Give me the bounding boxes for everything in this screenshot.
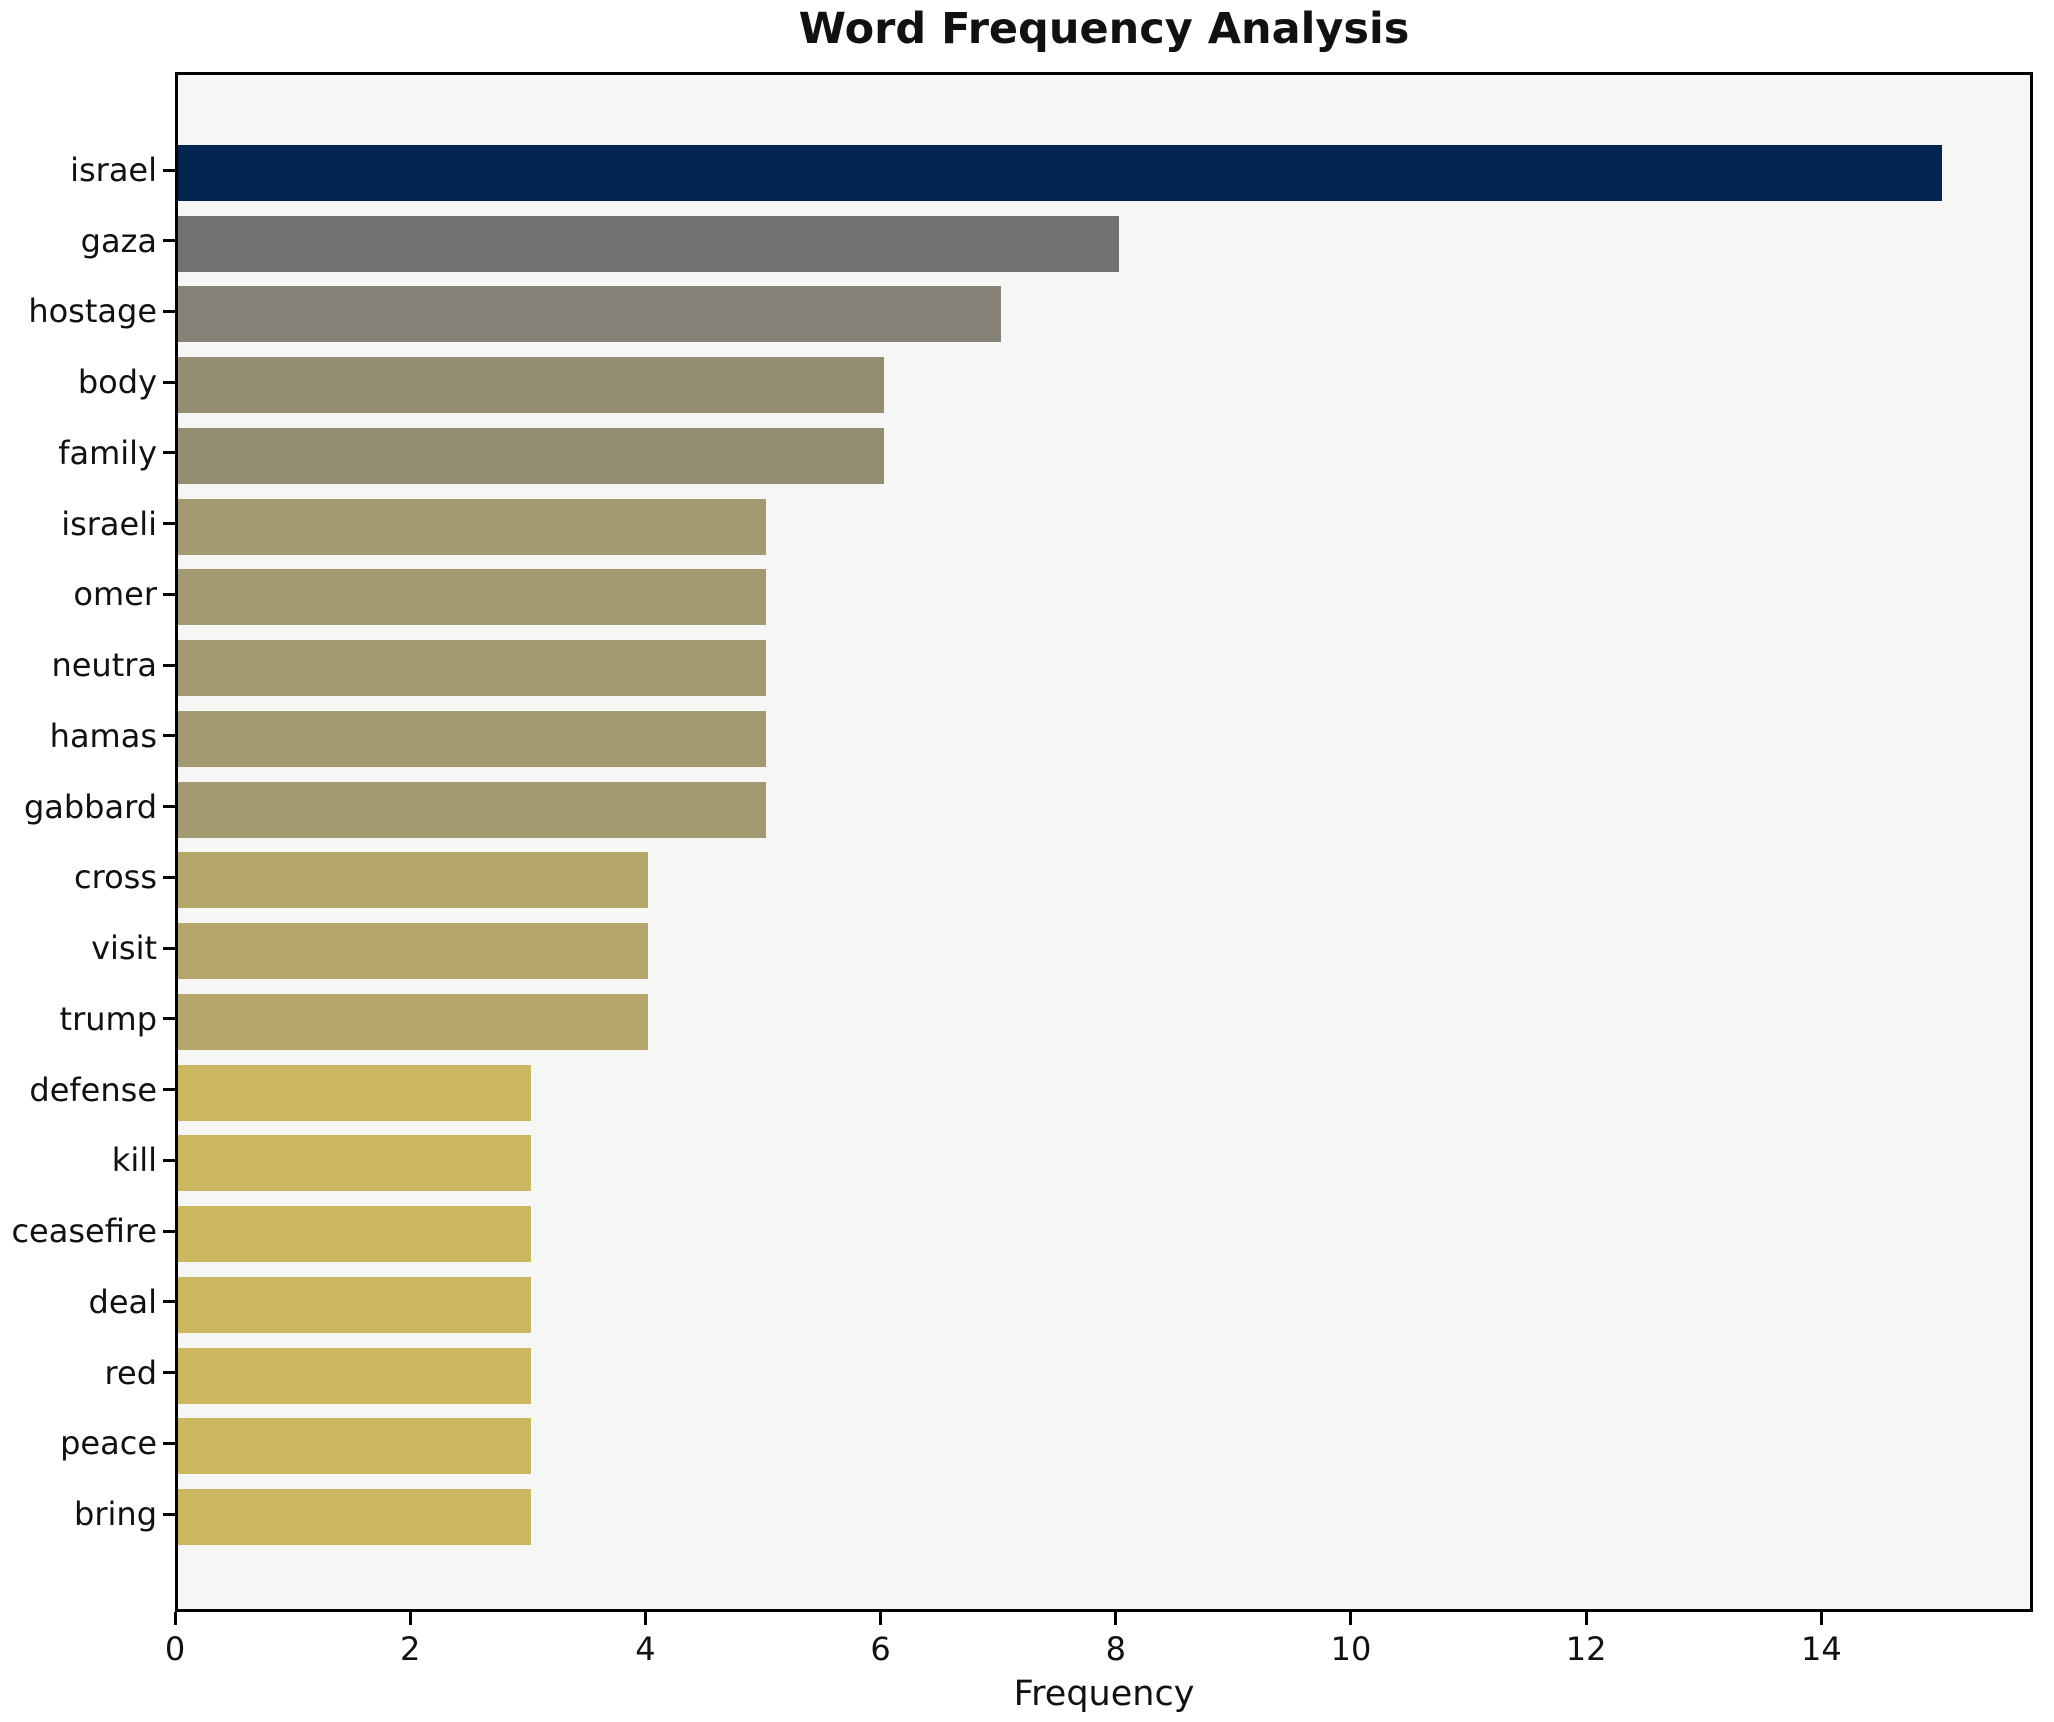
x-tick-label: 8 [1105, 1630, 1126, 1668]
y-tick-mark [163, 451, 175, 455]
y-tick-mark [163, 168, 175, 172]
chart-title: Word Frequency Analysis [798, 4, 1410, 54]
y-tick-label: bring [74, 1495, 157, 1533]
y-tick-label: hostage [28, 292, 157, 331]
bar-defense [178, 1064, 531, 1121]
y-tick-label: defense [29, 1070, 157, 1109]
x-tick-mark [1819, 1612, 1823, 1625]
bar-ceasefire [178, 1206, 531, 1263]
x-tick-label: 14 [1800, 1630, 1842, 1668]
bar-israeli [178, 498, 766, 555]
y-tick-mark [163, 663, 175, 667]
y-tick-label: hamas [49, 716, 157, 755]
x-axis-label: Frequency [1013, 1674, 1195, 1714]
x-tick-mark [879, 1612, 883, 1625]
bar-gaza [178, 215, 1119, 272]
x-tick-label: 12 [1565, 1630, 1607, 1668]
y-tick-mark [163, 1371, 175, 1375]
x-tick-mark [173, 1612, 177, 1625]
bar-neutra [178, 640, 766, 697]
x-tick-label: 6 [870, 1630, 891, 1668]
bar-omer [178, 569, 766, 626]
bar-deal [178, 1276, 531, 1333]
y-tick-label: red [104, 1353, 157, 1392]
bar-bring [178, 1489, 531, 1545]
bar-hamas [178, 710, 766, 767]
y-tick-label: body [77, 363, 157, 402]
y-tick-mark [163, 592, 175, 596]
y-tick-label: omer [73, 575, 157, 614]
x-tick-mark [643, 1612, 647, 1625]
bar-family [178, 427, 884, 484]
x-tick-label: 10 [1330, 1630, 1372, 1668]
y-tick-label: ceasefire [11, 1212, 157, 1251]
y-tick-mark [163, 875, 175, 879]
y-tick-label: family [58, 433, 157, 472]
y-tick-mark [163, 522, 175, 526]
x-tick-label: 2 [400, 1630, 421, 1668]
y-tick-mark [163, 1017, 175, 1021]
y-tick-mark [163, 1229, 175, 1233]
bar-kill [178, 1135, 531, 1192]
y-tick-mark [163, 309, 175, 313]
y-tick-label: israel [70, 151, 157, 189]
bar-red [178, 1347, 531, 1404]
y-tick-label: gaza [80, 221, 157, 260]
bar-israel [178, 145, 1942, 201]
bar-visit [178, 923, 649, 980]
plot-area [175, 72, 2033, 1612]
y-tick-mark [163, 946, 175, 950]
x-tick-mark [408, 1612, 412, 1625]
x-tick-label: 4 [635, 1630, 656, 1668]
y-tick-label: kill [111, 1141, 157, 1180]
x-tick-mark [1349, 1612, 1353, 1625]
y-tick-mark [163, 1512, 175, 1516]
x-tick-mark [1584, 1612, 1588, 1625]
y-tick-label: gabbard [23, 787, 157, 826]
bar-cross [178, 852, 649, 909]
y-tick-mark [163, 1300, 175, 1304]
y-tick-label: deal [88, 1282, 158, 1321]
y-tick-label: peace [60, 1424, 157, 1463]
x-tick-mark [1114, 1612, 1118, 1625]
y-tick-mark [163, 239, 175, 243]
y-tick-mark [163, 1441, 175, 1445]
y-tick-label: israeli [61, 504, 157, 543]
y-tick-mark [163, 1088, 175, 1092]
y-tick-mark [163, 805, 175, 809]
x-tick-label: 0 [164, 1630, 186, 1668]
bar-body [178, 357, 884, 414]
y-tick-mark [163, 380, 175, 384]
bar-hostage [178, 286, 1002, 343]
y-tick-label: visit [91, 929, 157, 968]
y-tick-label: trump [59, 999, 157, 1038]
y-tick-mark [163, 734, 175, 738]
y-tick-mark [163, 1158, 175, 1162]
y-tick-label: neutra [51, 646, 157, 685]
y-tick-label: cross [74, 858, 157, 897]
bar-gabbard [178, 781, 766, 838]
bar-peace [178, 1418, 531, 1475]
bar-trump [178, 993, 649, 1050]
